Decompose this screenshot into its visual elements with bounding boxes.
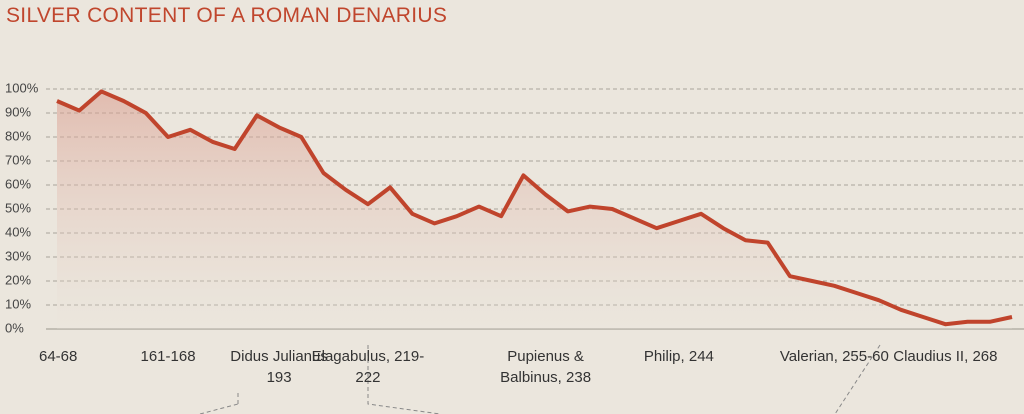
y-tick-label: 80% — [5, 128, 31, 143]
y-tick-label: 70% — [5, 152, 31, 167]
y-tick-label: 50% — [5, 200, 31, 215]
y-tick-label: 30% — [5, 248, 31, 263]
y-tick-label: 0% — [5, 320, 24, 335]
x-tick-label: Elagabulus, 219-222 — [311, 348, 425, 386]
area — [57, 91, 1012, 330]
y-tick-label: 10% — [5, 296, 31, 311]
x-tick-label: 64-68 — [39, 348, 78, 365]
y-tick-label: 90% — [5, 104, 31, 119]
callout-line — [367, 345, 441, 414]
x-tick-label: Claudius II, 268 — [893, 348, 998, 365]
y-tick-label: 40% — [5, 224, 31, 239]
chart-title: SILVER CONTENT OF A ROMAN DENARIUS — [6, 4, 448, 27]
x-tick-label: Valerian, 255-60 — [779, 348, 889, 365]
y-tick-label: 60% — [5, 176, 31, 191]
y-tick-label: 100% — [5, 80, 39, 95]
callout-line — [199, 390, 239, 414]
x-tick-label: Didus Julianus 193 — [230, 348, 328, 386]
x-tick-label: 161-168 — [140, 348, 196, 365]
x-tick-label: Pupienus & Balbinus, 238 — [500, 348, 592, 386]
line — [56, 89, 1013, 327]
y-tick-label: 20% — [5, 272, 31, 287]
x-tick-label: Philip, 244 — [643, 348, 714, 365]
